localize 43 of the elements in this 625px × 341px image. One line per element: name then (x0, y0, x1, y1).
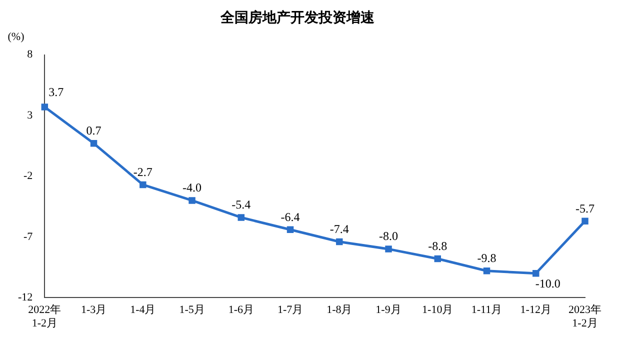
data-label: -5.7 (576, 201, 594, 216)
y-tick-label: -7 (23, 230, 34, 243)
point (434, 255, 442, 262)
data-label: 3.7 (48, 85, 64, 100)
x-tick-label: 1-12月 (520, 304, 552, 316)
point (238, 214, 245, 221)
x-tick-label: 1-7月 (277, 304, 304, 316)
point (582, 218, 588, 224)
point (385, 246, 392, 252)
data-label: -4.0 (182, 180, 202, 195)
y-tick-label: -2 (23, 170, 33, 182)
data-label: -10.0 (535, 276, 560, 290)
point (140, 181, 146, 188)
point (90, 140, 98, 147)
data-label: -9.8 (477, 251, 496, 266)
x-tick-label: 1-10月 (422, 304, 454, 316)
x-tick-label: 1-4月 (130, 304, 156, 316)
x-tick-label: 2022年 1-2月 (28, 304, 62, 330)
point (483, 268, 490, 274)
x-tick-label: 1-5月 (179, 304, 205, 316)
y-tick-label: 3 (27, 109, 34, 122)
x-tick-label: 1-3月 (80, 304, 107, 316)
data-label: -2.7 (133, 164, 152, 179)
x-tick-label: 1-9月 (376, 304, 402, 316)
data-label: 0.7 (86, 124, 102, 138)
point (532, 270, 540, 277)
x-tick-label: 1-11月 (471, 304, 502, 316)
point (41, 104, 48, 110)
data-label: -6.4 (280, 210, 300, 224)
data-label: -8.0 (379, 229, 398, 244)
chart-title: 全国房地产开发投资增速 (220, 9, 376, 26)
data-label: -5.4 (232, 198, 251, 212)
y-tick-label: -12 (18, 291, 33, 304)
point (188, 197, 196, 204)
data-label: -7.4 (330, 222, 349, 236)
x-tick-label: 1-6月 (228, 304, 254, 316)
point (336, 238, 343, 246)
y-tick-label: 8 (27, 48, 34, 61)
x-tick-label: 2023年 1-2月 (568, 304, 602, 330)
y-axis-title: (%) (8, 31, 25, 44)
point (286, 226, 294, 233)
x-tick-label: 1-8月 (326, 304, 352, 316)
data-label: -8.8 (428, 238, 448, 253)
